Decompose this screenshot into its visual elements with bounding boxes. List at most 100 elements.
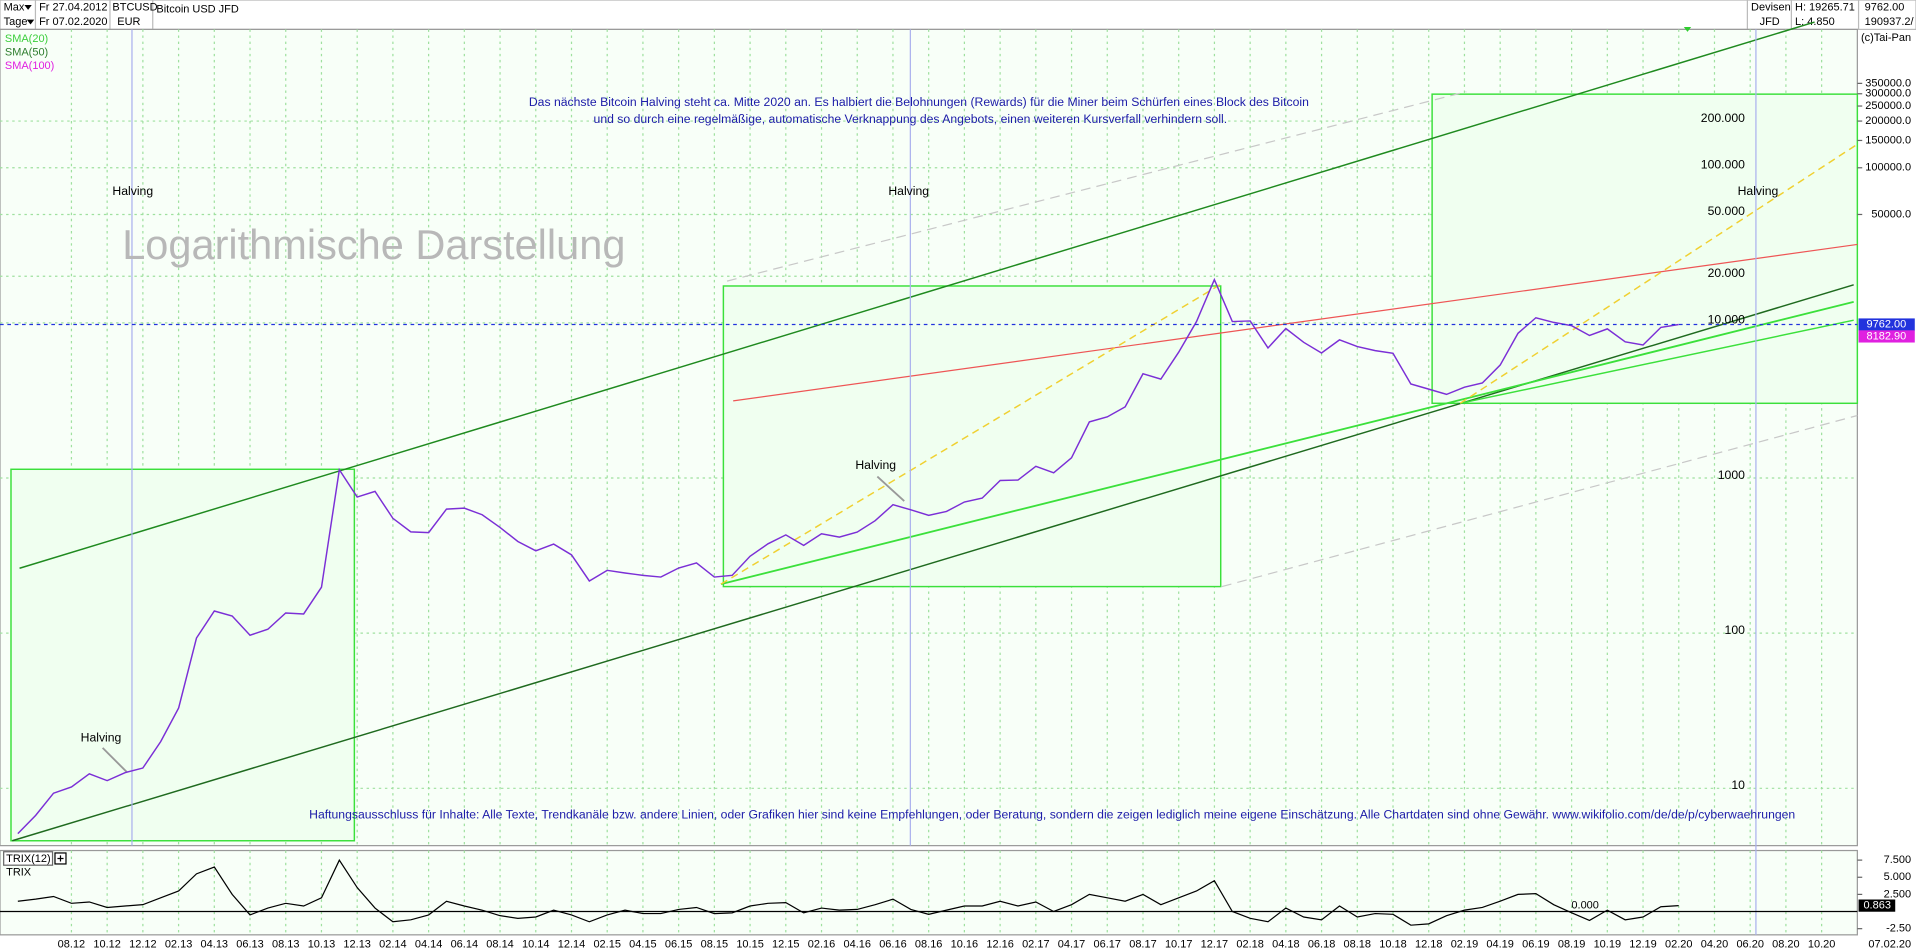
y-tick-label: 150000.0	[1865, 134, 1911, 146]
y-tick-label: 50.000	[1708, 204, 1746, 218]
trend-line	[1460, 319, 1854, 405]
x-tick-label: 06.19	[1522, 939, 1550, 951]
trix-last-label: 0.863	[1863, 900, 1891, 912]
y-tick-label: 10.000	[1708, 313, 1746, 327]
y-tick-label: 7.500	[1884, 854, 1912, 866]
legend-entry: SMA(100)	[5, 60, 54, 72]
x-tick-label: 08.20	[1772, 939, 1800, 951]
y-tick-label: 5.000	[1884, 871, 1912, 883]
x-tick-label: 12.14	[558, 939, 586, 951]
x-tick-label: 10.16	[951, 939, 979, 951]
x-tick-label: 10.13	[308, 939, 336, 951]
x-tick-label: 04.18	[1272, 939, 1300, 951]
x-tick-label: 08.15	[701, 939, 729, 951]
x-tick-label: 06.20	[1736, 939, 1764, 951]
x-tick-label: 06.13	[236, 939, 263, 951]
x-tick-label: 04.16	[843, 939, 871, 951]
header: Max Tage Fr 27.04.2012 Fr 07.02.2020 BTC…	[0, 0, 1916, 30]
drawings	[10, 21, 1859, 935]
y-tick-label: 200000.0	[1865, 115, 1911, 127]
x-tick-label: 10.15	[736, 939, 764, 951]
x-tick-label: 10.12	[93, 939, 121, 951]
x-tick-label: 06.18	[1308, 939, 1336, 951]
x-tick-label: 04.13	[201, 939, 229, 951]
high: H: 19265.71	[1795, 1, 1855, 13]
last-price-label: 9762.00	[1867, 318, 1907, 330]
trix-last-box	[1858, 899, 1896, 912]
halving-label: Halving	[888, 184, 929, 198]
x-tick-label: 08.12	[58, 939, 86, 951]
x-tick-label: 02.17	[1022, 939, 1050, 951]
trix-line	[17, 858, 1679, 926]
x-tick-label: 02.14	[379, 939, 407, 951]
dropdown-arrows	[24, 4, 35, 25]
y-tick-label: -2.50	[1886, 923, 1911, 935]
x-tick-label: 06.15	[665, 939, 693, 951]
y-tick-label: 50000.0	[1871, 208, 1911, 220]
halving-label: Halving	[81, 730, 122, 744]
x-tick-label: 04.17	[1058, 939, 1086, 951]
disclaimer: Haftungsausschluss für Inhalte: Alle Tex…	[309, 807, 1795, 821]
halving-label: Halving	[855, 458, 896, 472]
x-tick-label: 04.15	[629, 939, 657, 951]
x-tick-label: 12.13	[343, 939, 371, 951]
exchange: JFD	[1760, 16, 1780, 28]
arrow	[876, 475, 905, 502]
x-tick-label: 12.12	[129, 939, 157, 951]
sma-box	[1858, 330, 1915, 343]
x-tick-label: 04.19	[1486, 939, 1514, 951]
x-tick-label: 08.17	[1129, 939, 1157, 951]
trix-name: TRIX(12)	[6, 853, 51, 865]
from-date: Fr 27.04.2012	[39, 1, 107, 13]
x-tick-label: 02.20	[1665, 939, 1693, 951]
y-tick-label: 10	[1731, 778, 1745, 792]
x-tick-label: 10.14	[522, 939, 550, 951]
x-tick-label: 04.20	[1701, 939, 1729, 951]
box	[10, 468, 356, 842]
annotation: Das nächste Bitcoin Halving steht ca. Mi…	[529, 95, 1309, 109]
x-tick-label: 12.18	[1415, 939, 1443, 951]
sma-label: 8182.90	[1867, 330, 1907, 342]
zero-label: 0.000	[1571, 899, 1599, 911]
legend-entry: SMA(50)	[5, 47, 48, 59]
marker	[1683, 26, 1692, 32]
interval-select[interactable]: Tage	[4, 16, 28, 28]
y-tick-label: 100000.0	[1865, 162, 1911, 174]
watermark: Logarithmische Darstellung	[122, 221, 625, 268]
copyright: (c)Tai-Pan	[1861, 32, 1911, 44]
x-tick-label: 02.16	[808, 939, 836, 951]
x-tick-label: 08.18	[1344, 939, 1372, 951]
x-tick-label: 12.16	[986, 939, 1014, 951]
x-tick-label: 10.19	[1594, 939, 1622, 951]
last: 9762.00	[1865, 1, 1905, 13]
range-select[interactable]: Max	[4, 1, 25, 13]
current-date: 07.02.20	[1868, 939, 1911, 951]
price-line	[17, 277, 1679, 835]
x-tick-label: 12.15	[772, 939, 800, 951]
x-tick-label: 08.14	[486, 939, 514, 951]
y-tick-label: 20.000	[1708, 266, 1746, 280]
y-tick-label: 1000	[1718, 468, 1745, 482]
trix-legend-box	[3, 851, 54, 866]
y-tick-label: 2.500	[1884, 888, 1912, 900]
x-tick-label: 04.14	[415, 939, 443, 951]
header-bar	[0, 0, 1916, 30]
x-tick-label: 10.17	[1165, 939, 1193, 951]
y-tick-label: 250000.0	[1865, 100, 1911, 112]
x-tick-label: 06.17	[1094, 939, 1122, 951]
x-tick-label: 06.14	[451, 939, 479, 951]
y-tick-label: 100	[1725, 623, 1746, 637]
x-tick-label: 10.20	[1808, 939, 1836, 951]
arrow	[101, 747, 128, 773]
x-tick-label: 06.16	[879, 939, 907, 951]
box	[1431, 93, 1859, 405]
trend-line	[733, 243, 1858, 402]
x-tick-label: 02.18	[1236, 939, 1264, 951]
y-tick-label: 200.000	[1701, 111, 1745, 125]
x-tick-label: 02.19	[1451, 939, 1479, 951]
instrument-name: Bitcoin USD JFD	[156, 4, 238, 16]
trend-line	[19, 21, 1815, 569]
low: L: 4.850	[1795, 16, 1835, 28]
y-tick-label: 350000.0	[1865, 77, 1911, 89]
